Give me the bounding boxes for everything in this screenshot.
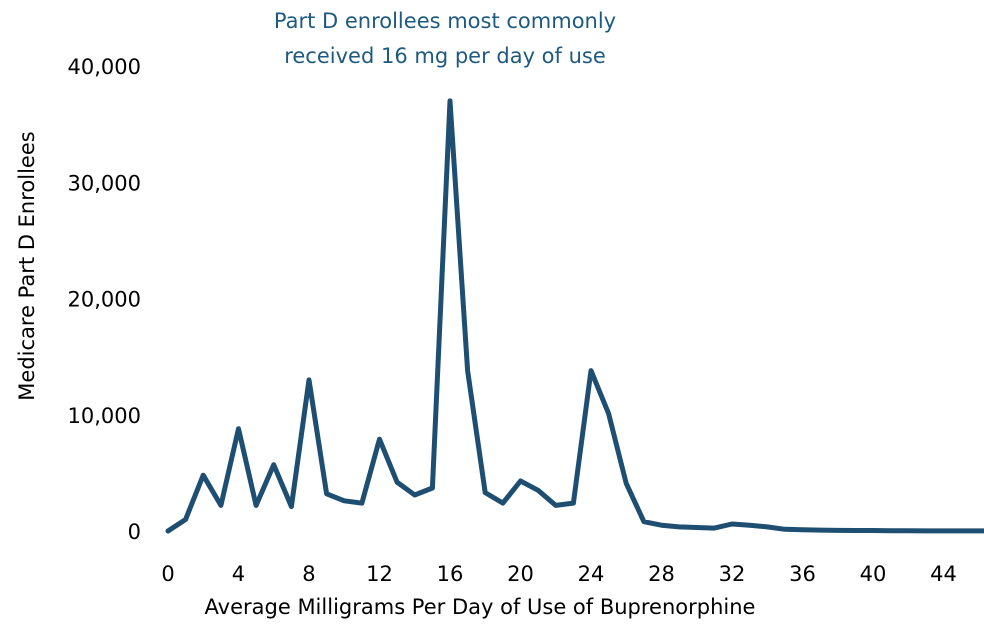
x-tick-label: 12 [366,562,393,586]
y-tick-label: 40,000 [68,55,141,79]
x-tick-label: 44 [930,562,957,586]
y-tick-label: 30,000 [68,171,141,195]
y-tick-label: 10,000 [68,404,141,428]
y-tick-label: 0 [128,520,141,544]
series-line [165,98,984,534]
x-tick-label: 24 [578,562,605,586]
y-axis-title: Medicare Part D Enrollees [15,131,39,400]
x-tick-label: 32 [719,562,746,586]
x-tick-label: 16 [437,562,464,586]
x-tick-label: 28 [648,562,675,586]
x-axis-title: Average Milligrams Per Day of Use of Bup… [205,595,756,619]
series-points [166,98,984,533]
x-tick-label: 40 [860,562,887,586]
x-tick-label: 8 [302,562,315,586]
x-axis-tick-labels: 0 4 8 12 16 20 24 28 32 36 40 44 [161,562,957,586]
x-tick-label: 20 [507,562,534,586]
y-axis-tick-labels: 0 10,000 20,000 30,000 40,000 [68,55,141,544]
x-tick-label: 4 [232,562,245,586]
annotation-line-2: received 16 mg per day of use [284,44,606,68]
x-tick-label: 0 [161,562,174,586]
y-tick-label: 20,000 [68,288,141,312]
x-tick-label: 36 [789,562,816,586]
annotation-line-1: Part D enrollees most commonly [274,9,616,33]
